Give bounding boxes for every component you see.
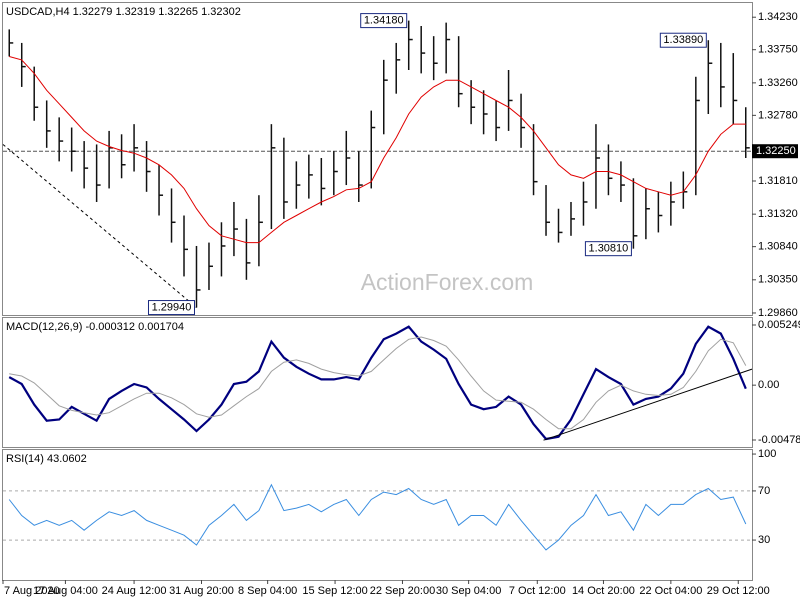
y-tick-label: 1.30840 — [758, 241, 798, 253]
y-tick-label: 30 — [758, 534, 770, 546]
annotation-box — [147, 300, 195, 316]
y-tick-label: 1.34230 — [758, 11, 798, 23]
y-tick-label: 1.32780 — [758, 109, 798, 121]
x-tick-label: 15 Sep 12:00 — [302, 585, 367, 597]
x-tick-label: 24 Aug 12:00 — [102, 585, 167, 597]
trendline — [543, 368, 753, 441]
x-tick-label: 30 Sep 04:00 — [436, 585, 501, 597]
panel-title: USDCAD,H4 1.32279 1.32319 1.32265 1.3230… — [6, 6, 241, 18]
current-price-label: 1.32250 — [756, 145, 796, 157]
annotation-label: 1.33890 — [663, 34, 703, 46]
annotation-box — [584, 241, 632, 257]
y-tick-label: 0.005249 — [758, 319, 800, 331]
y-tick-label: 70 — [758, 485, 770, 497]
x-tick-label: 22 Oct 04:00 — [639, 585, 702, 597]
y-tick-label: 1.29860 — [758, 307, 798, 319]
x-tick-label: 17 Aug 04:00 — [33, 585, 98, 597]
y-tick-label: 1.31320 — [758, 208, 798, 220]
y-tick-label: 100 — [758, 448, 776, 460]
x-tick-label: 29 Oct 12:00 — [707, 585, 770, 597]
y-tick-label: 0.00 — [758, 379, 779, 391]
annotation-label: 1.34180 — [364, 15, 404, 27]
current-price-box — [752, 144, 798, 159]
macd-line — [9, 336, 747, 430]
y-tick-label: -0.004785 — [758, 434, 800, 446]
rsi-line — [8, 483, 747, 551]
x-tick-label: 22 Sep 20:00 — [370, 585, 435, 597]
panel-title: RSI(14) 43.0602 — [6, 453, 87, 465]
x-tick-label: 31 Aug 20:00 — [169, 585, 234, 597]
x-tick-label: 7 Oct 12:00 — [509, 585, 566, 597]
x-tick-label: 8 Sep 04:00 — [238, 585, 297, 597]
watermark: ActionForex.com — [361, 269, 534, 295]
y-tick-label: 1.33260 — [758, 77, 798, 89]
rsi-panel — [2, 449, 753, 581]
annotation-box — [360, 13, 408, 29]
macd-line — [8, 325, 747, 441]
x-tick-label: 14 Oct 20:00 — [572, 585, 635, 597]
moving-average — [9, 56, 746, 244]
panel-title: MACD(12,26,9) -0.000312 0.001704 — [6, 321, 184, 333]
trendline — [2, 144, 197, 308]
annotation-label: 1.29940 — [152, 301, 192, 313]
price-panel — [2, 2, 753, 316]
annotation-label: 1.30810 — [589, 243, 629, 255]
y-tick-label: 1.30350 — [758, 274, 798, 286]
x-tick-label: 7 Aug 2020 — [4, 585, 60, 597]
y-tick-label: 1.31810 — [758, 175, 798, 187]
annotation-box — [659, 32, 707, 48]
y-tick-label: 1.33750 — [758, 44, 798, 56]
macd-panel — [2, 317, 753, 448]
